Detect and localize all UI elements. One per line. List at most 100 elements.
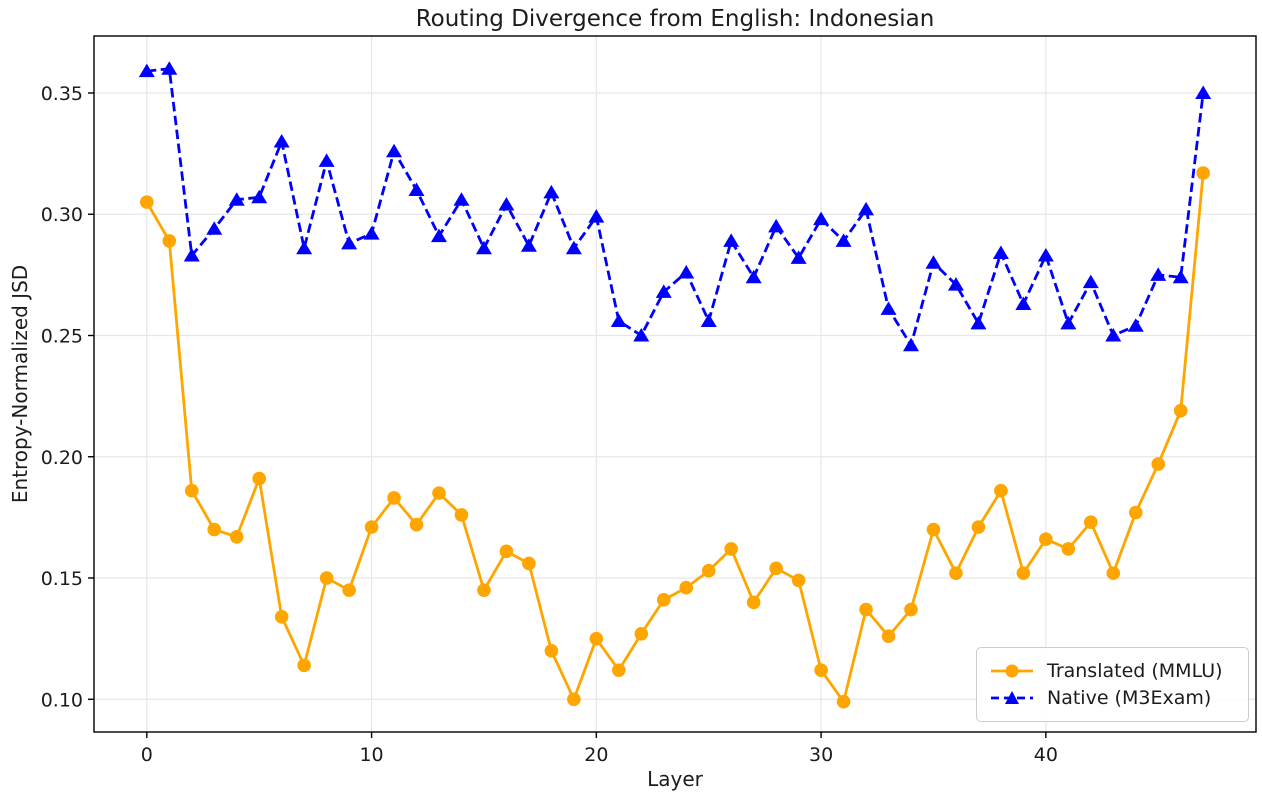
data-point-marker [836,694,851,709]
data-point-marker [970,315,987,330]
data-point-marker [140,195,154,209]
data-point-marker [1172,269,1189,284]
data-point-marker [1015,296,1032,310]
data-point-marker [409,517,424,532]
data-point-marker [723,233,740,247]
data-point-marker [1060,315,1077,330]
data-point-marker [880,301,897,315]
data-point-marker [612,663,626,677]
x-tick-label: 0 [141,744,153,766]
data-point-marker [475,240,492,255]
data-point-marker [791,573,806,588]
data-point-marker [387,491,401,505]
data-point-marker [790,250,807,264]
data-point-marker [902,337,919,352]
data-point-marker [543,184,560,199]
data-point-marker [1151,457,1166,471]
series-line-1 [146,67,1205,347]
data-point-marker [1173,403,1188,418]
y-tick-label: 0.35 [41,83,83,105]
data-point-marker [904,602,918,617]
data-point-marker [229,529,244,544]
data-point-marker [700,313,717,327]
data-point-marker [567,692,581,707]
legend: Translated (MMLU) Native (M3Exam) [976,647,1249,722]
data-point-marker [207,522,222,537]
data-point-marker [1195,85,1212,99]
data-point-marker [364,520,379,534]
data-point-marker [925,255,942,269]
data-point-marker [1082,274,1099,289]
data-point-marker [881,629,896,644]
data-point-marker [520,238,537,252]
data-point-marker [363,226,380,240]
legend-label-native: Native (M3Exam) [1047,687,1212,709]
y-tick-label: 0.25 [41,325,83,347]
data-point-marker [454,508,469,522]
data-point-marker [589,631,604,646]
data-point-marker [634,626,649,641]
data-point-marker [859,602,873,617]
y-tick-label: 0.10 [41,689,83,711]
data-point-marker [701,563,716,578]
data-point-marker [1196,166,1210,180]
data-point-marker [138,63,155,78]
data-point-marker [297,658,311,673]
data-point-marker [1106,566,1121,580]
data-point-marker [992,245,1009,260]
data-point-marker [813,211,830,226]
data-point-marker [319,571,334,585]
data-point-marker [453,192,470,206]
data-point-marker [994,483,1008,498]
data-point-marker [184,483,199,498]
data-point-marker [724,542,738,556]
data-point-marker [477,583,491,597]
data-point-marker [432,486,446,500]
data-point-marker [588,209,605,223]
data-point-marker [565,240,582,255]
data-point-marker [1128,505,1143,520]
data-point-marker [318,153,335,167]
x-tick-label: 10 [359,744,383,766]
data-point-marker [633,327,650,342]
data-point-marker [679,580,694,595]
data-point-marker [228,192,245,206]
data-point-marker [1127,318,1144,332]
y-axis-label: Entropy-Normalized JSD [8,265,32,503]
data-point-marker [814,663,828,677]
data-point-marker [745,269,762,284]
data-point-marker [1037,247,1054,262]
data-point-marker [610,313,627,327]
legend-marker-native-triangle-icon [991,691,1033,704]
data-point-marker [342,583,356,597]
legend-item-translated: Translated (MMLU) [989,660,1238,682]
data-point-marker [386,143,403,158]
y-tick-label: 0.20 [41,447,83,469]
data-point-marker [162,234,177,248]
data-point-marker [769,561,783,576]
data-point-marker [971,520,986,534]
data-point-marker [1039,532,1053,547]
data-point-marker [835,233,852,247]
data-point-marker [655,284,672,298]
data-point-marker [252,471,266,486]
data-point-marker [678,264,695,279]
data-point-marker [947,277,964,291]
legend-label-translated: Translated (MMLU) [1047,660,1223,682]
y-tick-label: 0.15 [41,568,83,590]
data-point-marker [296,240,313,255]
data-point-marker [522,556,536,571]
data-point-marker [273,133,290,148]
data-point-marker [1084,515,1098,530]
data-point-marker [858,201,875,216]
x-tick-label: 30 [809,744,833,766]
data-point-marker [183,247,200,262]
data-point-marker [341,235,358,250]
legend-item-native: Native (M3Exam) [989,687,1238,709]
data-point-marker [1105,327,1122,342]
data-point-marker [768,218,785,233]
chart-title: Routing Divergence from English: Indones… [416,6,935,32]
data-point-marker [274,610,289,624]
